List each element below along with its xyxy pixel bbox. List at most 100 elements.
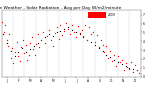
Point <box>138 72 140 74</box>
Point <box>59 30 62 31</box>
Point <box>73 31 75 32</box>
Point <box>32 45 35 46</box>
Point <box>28 54 30 55</box>
Point <box>17 51 20 53</box>
Point <box>90 41 92 43</box>
Point <box>134 64 136 66</box>
Point <box>63 28 66 30</box>
Point <box>103 51 106 53</box>
Point <box>2 34 4 35</box>
Point <box>61 34 64 36</box>
Point <box>82 36 85 38</box>
Point <box>44 36 46 38</box>
Point <box>128 68 131 69</box>
Point <box>71 29 73 31</box>
Point <box>15 41 18 43</box>
Point <box>26 59 28 60</box>
Point <box>36 42 39 44</box>
Point <box>99 39 102 40</box>
Point <box>124 63 127 64</box>
Point <box>101 44 104 46</box>
Point <box>120 59 123 60</box>
Point <box>97 46 100 47</box>
Point <box>109 56 112 58</box>
Point <box>48 29 50 31</box>
Point <box>55 32 58 33</box>
Point <box>9 57 12 59</box>
Point <box>78 34 81 35</box>
Point <box>97 48 100 49</box>
Point <box>29 49 31 50</box>
Point <box>122 69 125 70</box>
Point <box>119 62 121 63</box>
Point <box>115 65 117 67</box>
Point <box>67 27 69 28</box>
Point <box>4 25 6 26</box>
Point <box>80 29 83 31</box>
Point <box>75 36 77 38</box>
Point <box>23 52 25 53</box>
Point <box>7 45 9 46</box>
Text: 2009: 2009 <box>107 13 115 17</box>
Point <box>82 35 85 37</box>
Point <box>94 41 96 43</box>
Point <box>86 39 88 40</box>
Point <box>40 39 43 40</box>
Point <box>5 39 8 40</box>
Point <box>44 42 46 44</box>
Point <box>52 45 54 46</box>
Point <box>105 54 108 55</box>
Point <box>136 70 138 71</box>
Point <box>18 60 21 61</box>
Point <box>21 48 24 49</box>
Point <box>130 61 132 62</box>
Point <box>55 27 58 28</box>
Point <box>59 25 62 26</box>
Point <box>12 63 15 64</box>
Point <box>86 39 88 40</box>
Point <box>17 56 19 57</box>
Point <box>8 34 11 35</box>
Point <box>105 45 108 46</box>
Point <box>14 51 16 53</box>
Point <box>3 31 5 32</box>
Point <box>128 67 131 68</box>
Point <box>132 68 134 69</box>
Point <box>75 31 77 32</box>
Point <box>107 57 110 59</box>
Point <box>6 42 8 44</box>
Point <box>40 39 43 40</box>
Point <box>88 27 90 28</box>
Point <box>136 70 138 71</box>
Point <box>20 46 22 47</box>
Point <box>71 24 73 25</box>
Point <box>13 56 16 57</box>
Point <box>69 34 71 35</box>
Point <box>67 28 69 30</box>
Point <box>96 34 98 36</box>
Point <box>92 31 94 32</box>
Point <box>21 40 24 41</box>
Point <box>1 21 4 23</box>
Point <box>111 60 113 61</box>
Point <box>132 71 134 73</box>
Point <box>29 42 32 44</box>
Point <box>9 50 12 52</box>
Point <box>117 61 119 62</box>
Title: Milwaukee Weather - Solar Radiation - Avg per Day W/m2/minute: Milwaukee Weather - Solar Radiation - Av… <box>0 6 122 10</box>
Point <box>117 56 119 57</box>
Point <box>31 36 33 38</box>
Point <box>78 33 81 34</box>
Point <box>48 34 50 35</box>
Point <box>53 33 56 34</box>
Point <box>84 25 87 26</box>
Point <box>120 64 123 65</box>
Point <box>101 50 104 52</box>
Point <box>63 30 66 31</box>
Point <box>109 50 112 52</box>
Point <box>24 44 27 46</box>
Point <box>52 35 54 37</box>
Point <box>126 66 129 68</box>
Point <box>37 34 39 35</box>
Point <box>50 40 52 41</box>
